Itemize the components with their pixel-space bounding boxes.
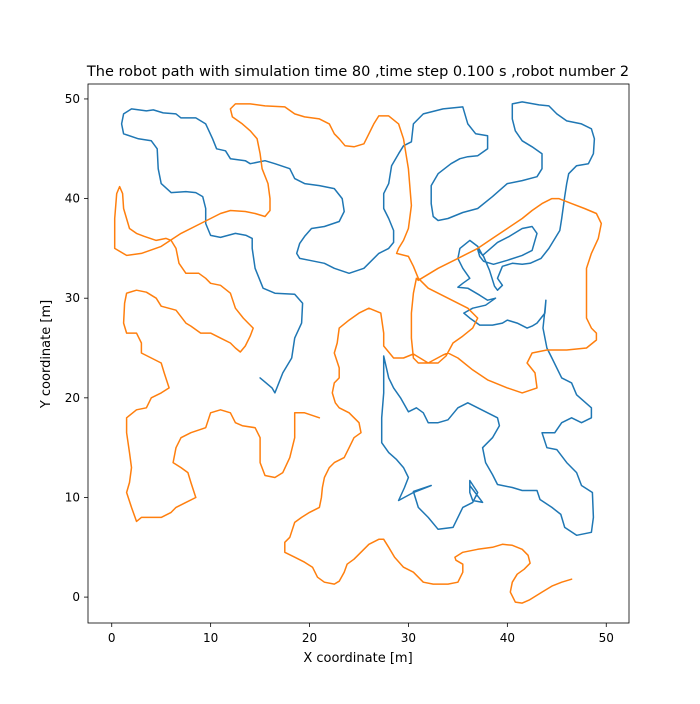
y-axis: 0 10 20 30 40 50 xyxy=(65,92,88,604)
series-line-1 xyxy=(120,101,596,537)
y-tick-label: 40 xyxy=(65,192,80,206)
y-tick-label: 30 xyxy=(65,291,80,305)
y-tick-label: 20 xyxy=(65,391,80,405)
series-line-2 xyxy=(113,103,603,604)
y-axis-label: Y coordinate [m] xyxy=(39,300,54,409)
x-tick-label: 50 xyxy=(599,631,614,645)
y-tick-label: 10 xyxy=(65,490,80,504)
series-layer xyxy=(113,101,603,604)
x-tick-label: 20 xyxy=(302,631,317,645)
x-tick-label: 0 xyxy=(108,631,116,645)
chart-title: The robot path with simulation time 80 ,… xyxy=(86,64,629,80)
y-tick-label: 0 xyxy=(72,590,80,604)
x-tick-label: 40 xyxy=(500,631,515,645)
x-axis-label: X coordinate [m] xyxy=(303,651,412,666)
y-tick-label: 50 xyxy=(65,92,80,106)
plot-frame xyxy=(87,83,630,624)
x-axis: 0 10 20 30 40 50 xyxy=(108,623,614,645)
x-tick-label: 30 xyxy=(401,631,416,645)
x-tick-label: 10 xyxy=(203,631,218,645)
